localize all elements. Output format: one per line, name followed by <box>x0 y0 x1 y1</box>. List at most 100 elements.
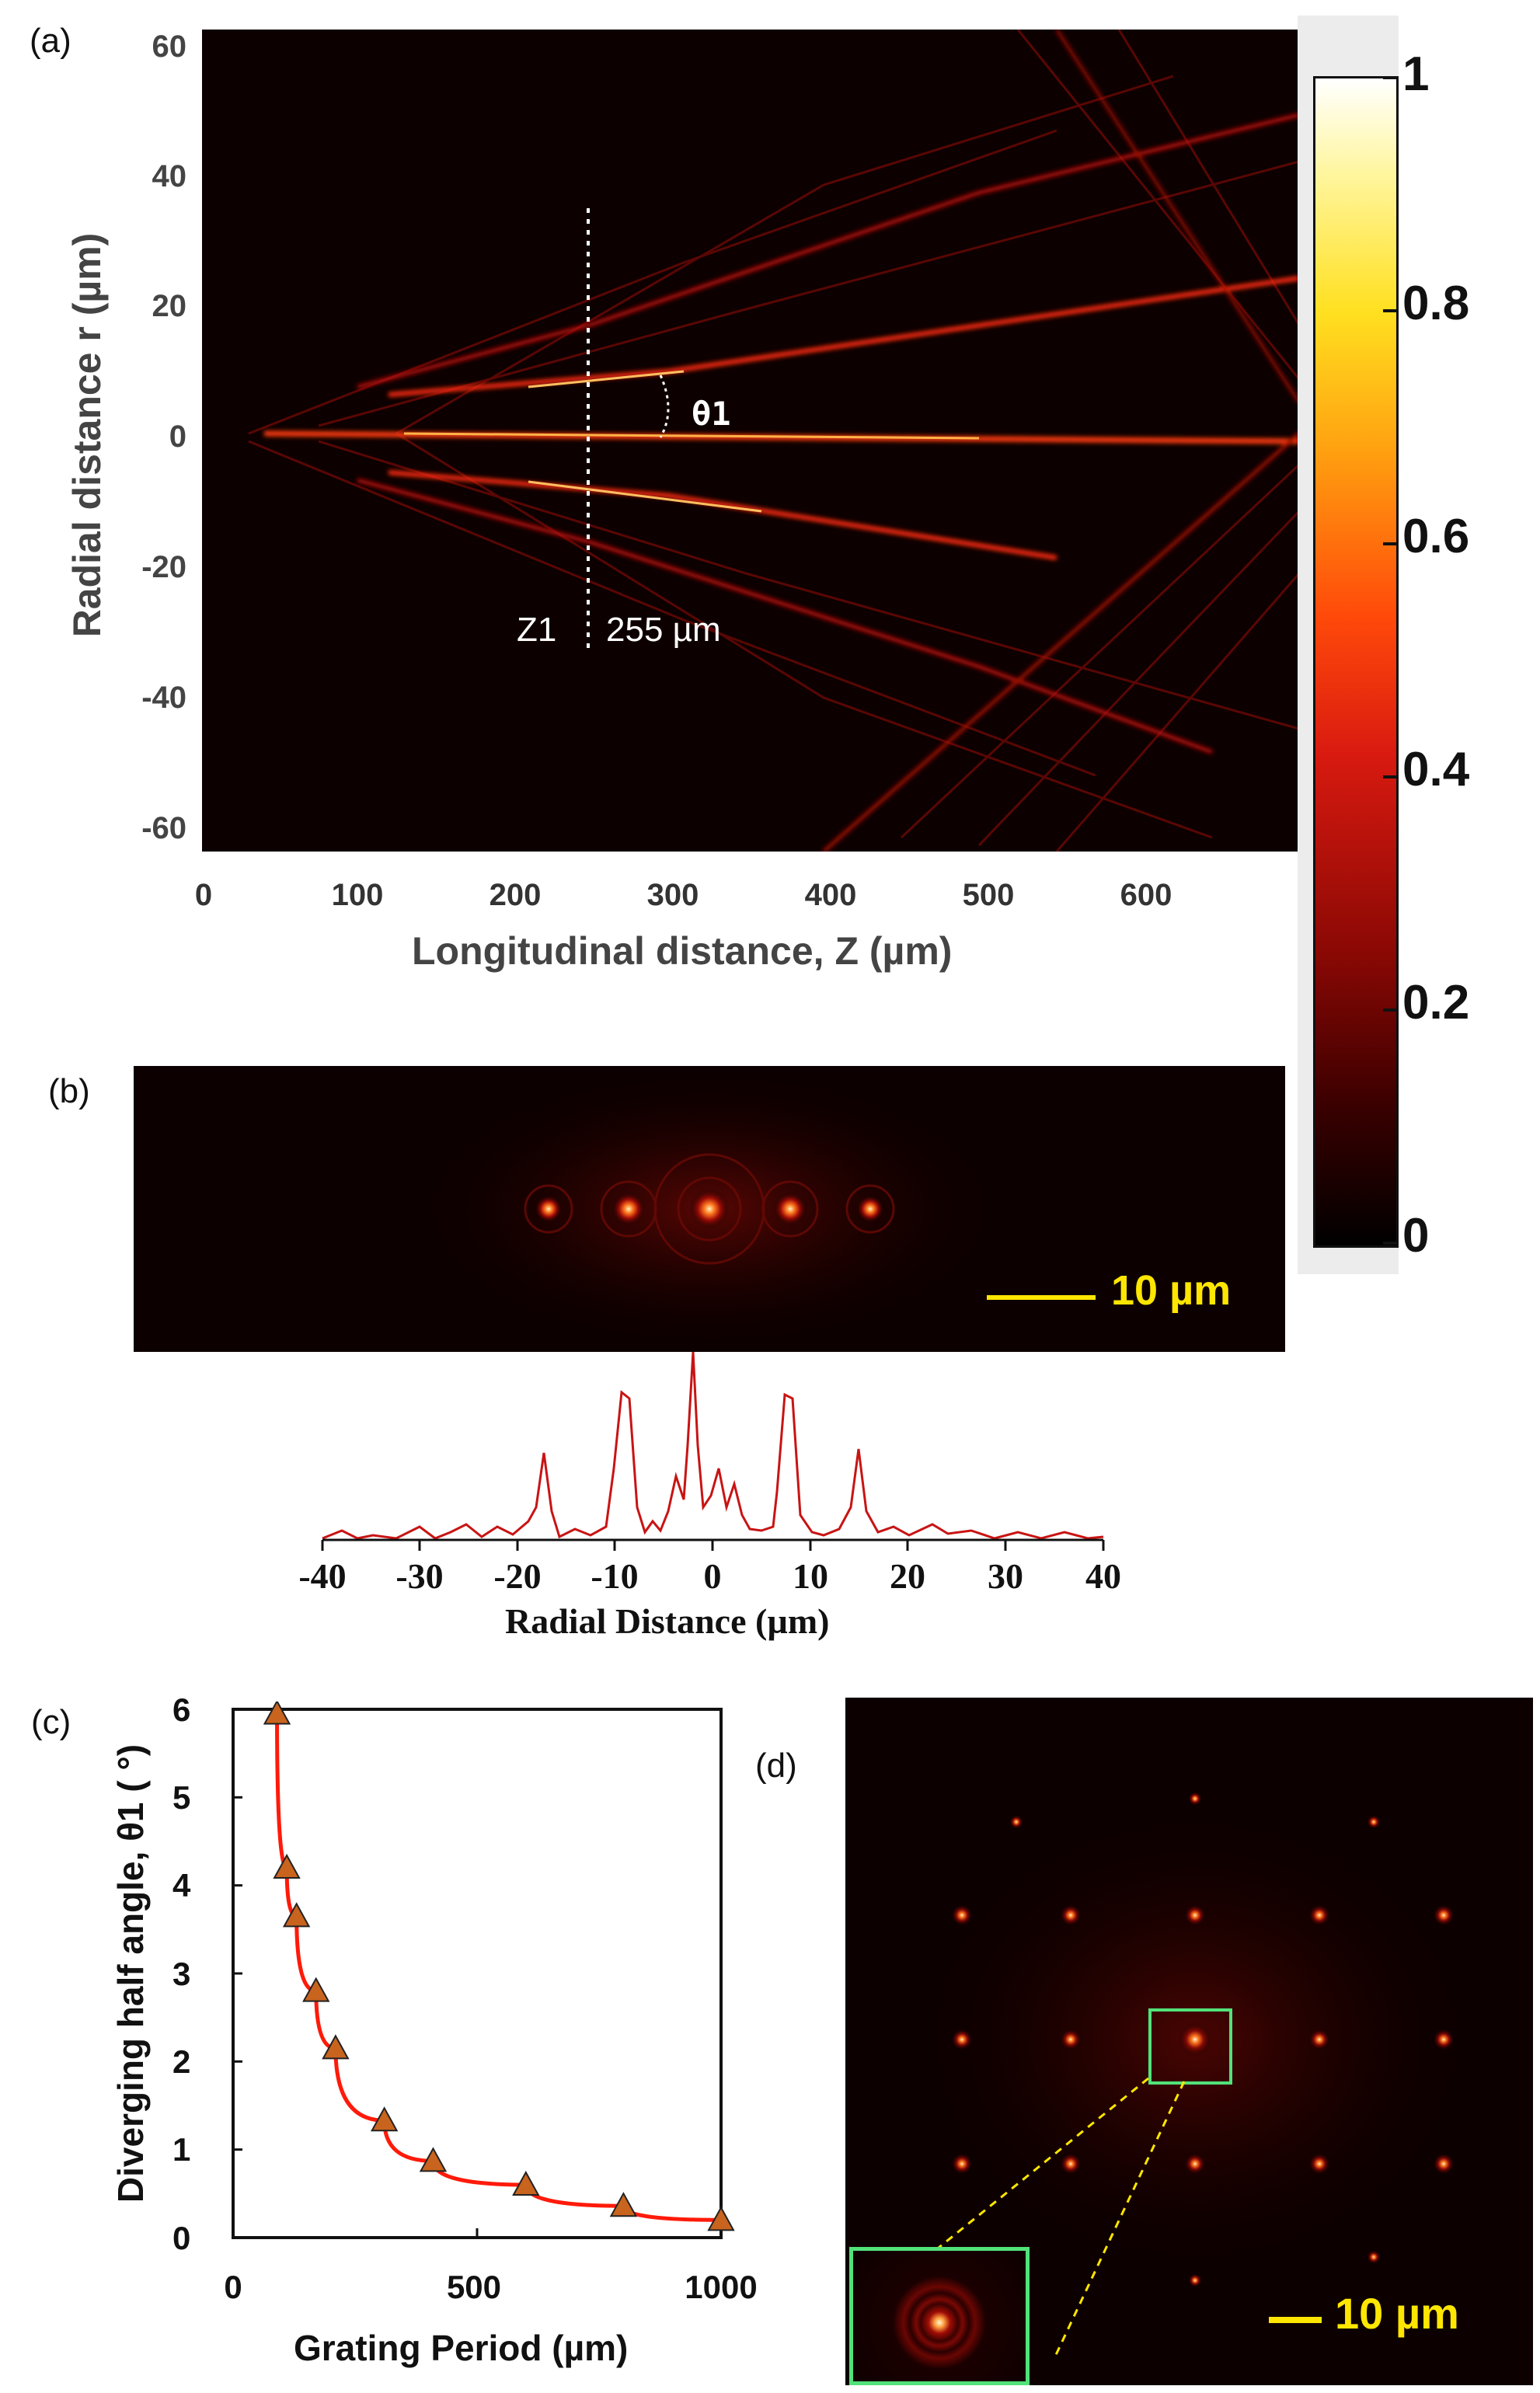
panel-a-label: (a) <box>30 22 71 60</box>
profile-xtick: 10 <box>793 1556 828 1596</box>
lattice-spot-faint <box>1367 2250 1381 2264</box>
panel-b-label: (b) <box>48 1072 90 1110</box>
colorbar-tick: 0.8 <box>1402 277 1470 330</box>
lattice-spot <box>1060 2029 1082 2050</box>
lattice-spot <box>1433 2153 1455 2175</box>
a-ytick: 40 <box>152 159 187 193</box>
panel-c-xlabel: Grating Period (µm) <box>294 2328 629 2368</box>
a-xtick: 500 <box>962 878 1015 912</box>
colorbar-tick: 1 <box>1402 47 1430 101</box>
c-ytick: 1 <box>172 2131 191 2168</box>
a-ytick: 0 <box>169 420 186 454</box>
panel-b-image: 10 µm <box>134 1066 1285 1352</box>
a-ytick: -40 <box>141 681 186 715</box>
c-ytick: 5 <box>172 1779 191 1816</box>
panel-d-scalebar-line <box>1269 2317 1322 2323</box>
panel-a-ylabel: Radial distance r (µm) <box>65 232 109 638</box>
profile-xtick: -40 <box>298 1556 347 1596</box>
lattice-spot <box>1178 2022 1212 2057</box>
profile-xtick: 20 <box>890 1556 925 1596</box>
data-point <box>322 2034 350 2060</box>
lattice-spot-faint <box>1367 1815 1381 1829</box>
lattice-spot <box>951 2153 973 2175</box>
inset-zoom <box>849 2247 1030 2385</box>
c-ytick: 6 <box>172 1691 191 1728</box>
lattice-spot <box>951 2029 973 2050</box>
lattice-spot <box>1184 1904 1206 1926</box>
data-point <box>282 1902 311 1928</box>
a-xtick: 200 <box>489 878 542 912</box>
a-ytick: 60 <box>152 30 187 64</box>
panel-c-axes-box <box>232 1708 723 2239</box>
colorbar <box>1313 76 1399 1248</box>
panel-d-image: 10 µm <box>845 1698 1533 2385</box>
panel-b-profile-xlabel: Radial Distance (µm) <box>505 1601 830 1641</box>
lattice-spot <box>1308 2153 1330 2175</box>
colorbar-tick: 0 <box>1402 1209 1430 1263</box>
panel-a-beams <box>248 28 1301 853</box>
panel-d-scalebar-label: 10 µm <box>1335 2289 1459 2338</box>
colorbar-tick: 0.6 <box>1402 510 1470 563</box>
data-point <box>609 2192 638 2217</box>
a-ytick: -20 <box>141 550 186 584</box>
fit-curve <box>275 1713 722 2222</box>
lattice-spot-faint <box>1009 1815 1023 1829</box>
panel-d-spots <box>915 1792 1475 2287</box>
panel-b-scalebar-line <box>987 1295 1096 1300</box>
data-point <box>370 2106 399 2132</box>
panel-d-label: (d) <box>755 1747 797 1785</box>
panel-a-annotations <box>587 208 670 651</box>
panel-c-ylabel: Diverging half angle, θ1 ( °) <box>110 1743 151 2203</box>
inset-connector-lines <box>938 2077 1186 2357</box>
theta1-arc <box>659 374 670 438</box>
profile-xtick: 0 <box>703 1556 722 1596</box>
c-ytick: 2 <box>172 2043 191 2080</box>
lattice-spot <box>1060 2153 1082 2175</box>
lattice-spot <box>1184 2153 1206 2175</box>
a-xtick: 100 <box>331 878 384 912</box>
colorbar-tick: 0.4 <box>1402 743 1470 796</box>
z1-label: Z1 <box>517 611 557 649</box>
data-point <box>512 2170 540 2196</box>
c-ytick: 3 <box>172 1956 191 1992</box>
c-xtick: 500 <box>446 2269 502 2305</box>
a-xtick: 300 <box>646 878 699 912</box>
lattice-spot <box>1308 1904 1330 1926</box>
lattice-spot <box>1060 1904 1082 1926</box>
lattice-spot <box>951 1904 973 1926</box>
profile-xtick: 40 <box>1085 1556 1121 1596</box>
lattice-spot <box>1433 1904 1455 1926</box>
c-xtick: 1000 <box>685 2269 758 2305</box>
panel-b-spots <box>414 1069 1005 1349</box>
profile-line <box>322 1352 1104 1540</box>
colorbar-tickmarks <box>1383 76 1399 1245</box>
inset-source-box <box>1148 2008 1232 2085</box>
panel-c-label: (c) <box>31 1703 71 1741</box>
data-point <box>707 2206 735 2231</box>
a-xtick: 0 <box>194 878 213 912</box>
lattice-spot-faint <box>1188 2273 1202 2287</box>
profile-xtick: 30 <box>988 1556 1023 1596</box>
data-point <box>419 2147 448 2172</box>
c-ytick: 4 <box>172 1867 191 1904</box>
a-xtick: 600 <box>1120 878 1172 912</box>
data-point <box>273 1853 301 1879</box>
data-point <box>302 1977 330 2002</box>
theta1-label: θ1 <box>692 395 731 433</box>
lattice-spot-faint <box>1188 1792 1202 1806</box>
c-ytick: 0 <box>172 2220 191 2256</box>
lattice-spot <box>1308 2029 1330 2050</box>
profile-xtick: -30 <box>395 1556 444 1596</box>
c-xtick: 0 <box>224 2269 242 2305</box>
panel-a-heatmap: θ1 Z1 255 µm <box>202 28 1301 853</box>
panel-c-plot <box>232 1702 735 2239</box>
a-ytick: 20 <box>152 289 187 323</box>
a-ytick: -60 <box>141 811 186 845</box>
z1-value: 255 µm <box>606 611 721 649</box>
a-xtick: 400 <box>804 878 857 912</box>
data-point <box>263 1702 291 1725</box>
colorbar-tick: 0.2 <box>1402 976 1470 1029</box>
lattice-spot <box>1433 2029 1455 2050</box>
profile-xtick: -10 <box>591 1556 639 1596</box>
profile-xtick: -20 <box>493 1556 542 1596</box>
